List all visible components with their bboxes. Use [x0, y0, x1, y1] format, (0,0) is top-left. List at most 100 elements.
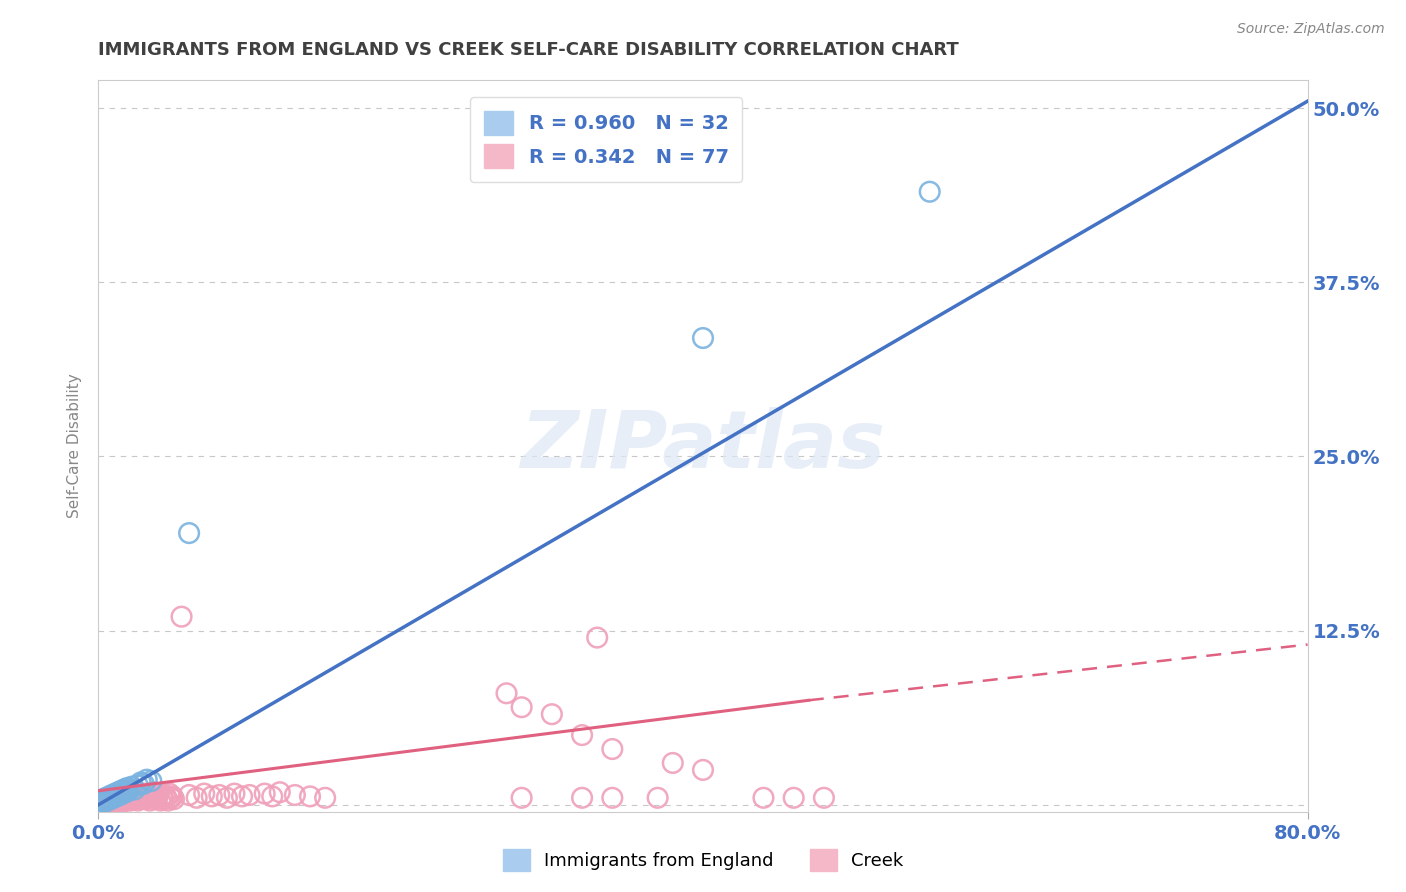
Point [262, 789, 284, 804]
Legend: Immigrants from England, Creek: Immigrants from England, Creek [495, 842, 911, 879]
Point [101, 788, 124, 802]
Point [783, 790, 806, 805]
Point [93, 795, 115, 809]
Point [108, 788, 131, 802]
Point [90, 794, 112, 808]
Point [93, 792, 115, 806]
Point [661, 756, 683, 770]
Point [94, 797, 117, 811]
Point [163, 792, 186, 806]
Text: IMMIGRANTS FROM ENGLAND VS CREEK SELF-CARE DISABILITY CORRELATION CHART: IMMIGRANTS FROM ENGLAND VS CREEK SELF-CA… [98, 41, 959, 59]
Point [193, 787, 215, 801]
Point [104, 795, 127, 809]
Point [160, 790, 183, 805]
Point [299, 789, 322, 804]
Point [127, 778, 149, 792]
Point [89, 797, 111, 811]
Point [149, 794, 172, 808]
Point [111, 787, 134, 801]
Point [91, 795, 114, 809]
Point [224, 787, 246, 801]
Point [136, 790, 159, 805]
Point [692, 331, 714, 345]
Point [124, 787, 146, 801]
Point [91, 792, 114, 806]
Point [107, 785, 129, 799]
Point [89, 797, 111, 811]
Point [155, 790, 177, 805]
Point [495, 686, 517, 700]
Point [103, 790, 125, 805]
Point [586, 631, 609, 645]
Point [98, 789, 121, 804]
Point [602, 790, 624, 805]
Point [118, 784, 141, 798]
Point [145, 788, 167, 802]
Point [90, 794, 112, 808]
Point [101, 792, 124, 806]
Point [96, 794, 118, 808]
Point [115, 780, 138, 795]
Point [201, 789, 224, 804]
Point [215, 790, 238, 805]
Point [143, 792, 166, 806]
Point [153, 788, 176, 802]
Y-axis label: Self-Care Disability: Self-Care Disability [67, 374, 83, 518]
Point [141, 774, 163, 789]
Point [510, 700, 533, 714]
Point [692, 763, 714, 777]
Point [107, 794, 129, 808]
Point [108, 788, 131, 802]
Point [100, 795, 122, 809]
Point [127, 794, 149, 808]
Point [96, 794, 118, 808]
Point [121, 780, 143, 794]
Point [134, 792, 156, 806]
Point [141, 789, 163, 804]
Point [114, 785, 136, 799]
Point [131, 789, 153, 804]
Point [89, 795, 111, 809]
Point [100, 792, 122, 806]
Point [148, 787, 170, 801]
Point [186, 790, 208, 805]
Point [571, 790, 593, 805]
Point [122, 792, 145, 806]
Point [813, 790, 835, 805]
Point [284, 788, 307, 802]
Point [162, 789, 184, 804]
Point [114, 794, 136, 808]
Point [124, 782, 146, 797]
Point [156, 794, 179, 808]
Point [752, 790, 775, 805]
Point [110, 784, 132, 798]
Point [146, 790, 169, 805]
Point [132, 777, 155, 791]
Point [231, 789, 253, 804]
Point [139, 794, 162, 808]
Text: Source: ZipAtlas.com: Source: ZipAtlas.com [1237, 22, 1385, 37]
Point [135, 772, 157, 787]
Point [98, 790, 121, 805]
Point [239, 788, 262, 802]
Point [269, 785, 291, 799]
Point [129, 775, 152, 789]
Point [105, 789, 128, 804]
Point [150, 789, 173, 804]
Legend: R = 0.960   N = 32, R = 0.342   N = 77: R = 0.960 N = 32, R = 0.342 N = 77 [470, 97, 742, 182]
Point [159, 787, 181, 801]
Point [152, 792, 174, 806]
Point [103, 789, 125, 804]
Point [115, 790, 138, 805]
Point [110, 792, 132, 806]
Point [112, 782, 135, 797]
Point [111, 795, 134, 809]
Point [132, 787, 155, 801]
Point [208, 788, 231, 802]
Point [121, 789, 143, 804]
Point [314, 790, 336, 805]
Point [118, 788, 141, 802]
Point [128, 788, 150, 802]
Point [112, 789, 135, 804]
Point [253, 787, 276, 801]
